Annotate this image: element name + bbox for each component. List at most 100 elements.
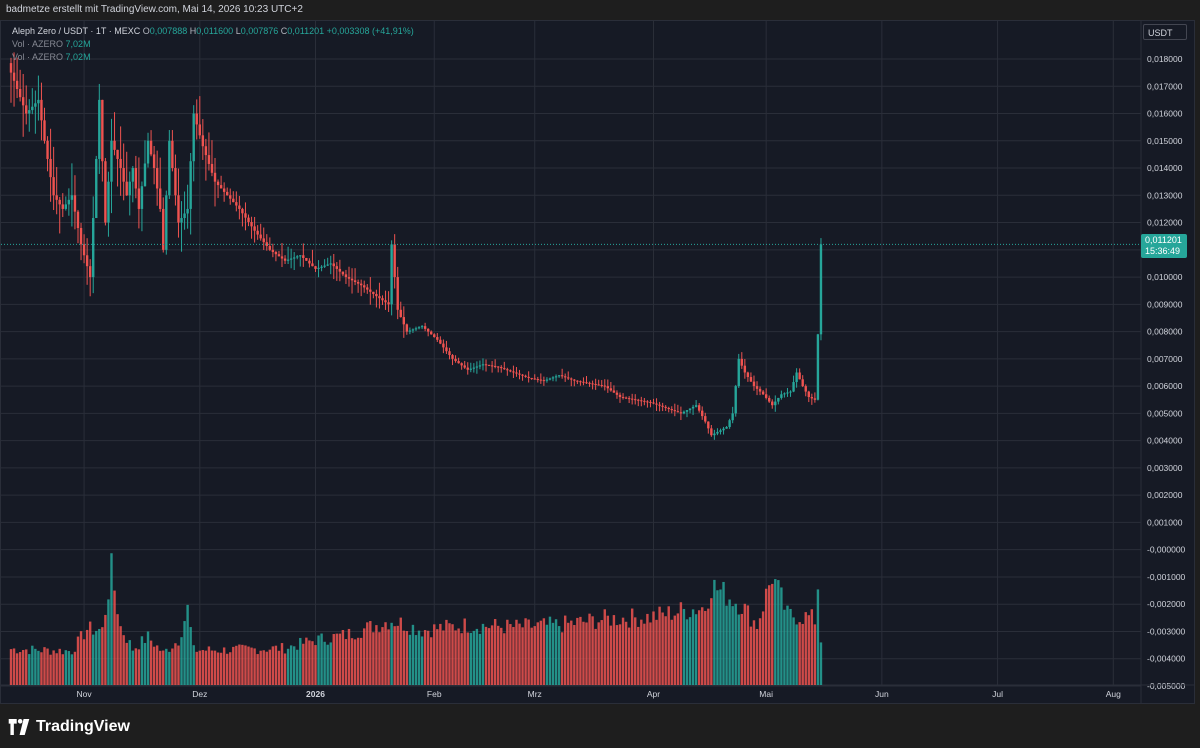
volume-bar <box>719 589 722 685</box>
volume-bar <box>356 637 360 685</box>
volume-bar <box>442 630 445 685</box>
candle-body <box>292 257 296 259</box>
volume-bar <box>570 620 573 685</box>
candle-body <box>21 97 25 106</box>
candle-body <box>652 402 655 404</box>
volume-bar <box>280 643 284 685</box>
volume-bar <box>539 620 543 685</box>
volume-bar <box>201 650 205 685</box>
volume-bar <box>764 588 768 685</box>
candle-body <box>603 385 606 387</box>
volume-bar <box>113 590 116 685</box>
candle-body <box>430 331 433 335</box>
candle-body <box>171 140 174 169</box>
volume-bar <box>740 613 743 685</box>
candle-body <box>265 242 268 247</box>
volume-bar <box>509 624 512 685</box>
y-tick-label: 0,018000 <box>1147 54 1183 64</box>
candle-body <box>637 399 640 401</box>
volume-bar <box>734 603 737 685</box>
candle-body <box>104 161 107 223</box>
volume-bar <box>274 645 278 685</box>
volume-bar <box>262 650 265 685</box>
candle-body <box>280 256 284 259</box>
candle-body <box>140 186 144 209</box>
volume-bar <box>591 616 594 685</box>
volume-bar <box>737 614 740 685</box>
legend-open: 0,007888 <box>149 26 188 36</box>
candle-body <box>332 263 335 267</box>
price-chart[interactable]: 0,018000 0,017000 0,016000 0,015000 0,014000… <box>1 21 1194 703</box>
volume-bar <box>670 619 673 685</box>
x-tick-label: Apr <box>647 689 660 699</box>
volume-bar <box>551 622 555 685</box>
candle-body <box>82 244 86 256</box>
candle-body <box>216 181 220 186</box>
volume-bar <box>70 654 74 685</box>
legend-volume-value: 7,02M <box>65 39 91 49</box>
volume-bar <box>18 652 22 685</box>
candle-body <box>95 158 98 219</box>
volume-bar <box>524 618 527 685</box>
candle-body <box>704 416 707 422</box>
candle-body <box>481 364 485 366</box>
volume-bar <box>134 648 138 685</box>
candle-body <box>615 392 619 395</box>
legend-volume-label[interactable]: Vol · AZERO <box>12 39 64 49</box>
volume-bar <box>478 633 482 685</box>
candle-body <box>472 367 476 369</box>
candle-body <box>445 347 448 352</box>
volume-bar <box>119 626 122 685</box>
candle-body <box>15 80 19 89</box>
candle-body <box>180 218 183 223</box>
volume-bar <box>384 622 387 685</box>
volume-bar <box>679 602 683 685</box>
candle-body <box>536 379 539 381</box>
volume-bar <box>67 651 71 685</box>
candle-body <box>734 386 737 414</box>
candle-body <box>682 411 686 414</box>
candle-body <box>134 168 138 189</box>
volume-bar <box>454 630 457 685</box>
y-tick-label: -0,003000 <box>1147 626 1186 636</box>
volume-bar <box>664 616 667 685</box>
volume-bar <box>216 652 220 685</box>
candle-body <box>283 258 287 261</box>
last-price-tag: 0,011201 15:36:49 <box>1141 234 1187 258</box>
y-tick-label: -0,005000 <box>1147 681 1186 691</box>
volume-bar <box>49 654 52 685</box>
currency-selector[interactable]: USDT <box>1143 24 1187 40</box>
volume-bar <box>530 627 533 685</box>
candle-body <box>661 405 664 407</box>
candle-body <box>259 234 262 239</box>
candle-body <box>250 222 253 227</box>
x-tick-label: Jun <box>875 689 889 699</box>
candle-body <box>527 376 530 378</box>
volume-bar <box>76 636 80 685</box>
volume-bar <box>548 616 552 685</box>
volume-bar <box>612 615 616 685</box>
volume-bar <box>542 618 546 685</box>
candle-body <box>311 263 314 267</box>
footer: TradingView <box>0 704 1200 748</box>
candle-body <box>225 191 229 196</box>
candle-body <box>88 266 92 278</box>
candle-body <box>758 388 762 392</box>
volume-bar <box>162 650 165 685</box>
volume-bar <box>311 641 314 685</box>
brand[interactable]: TradingView <box>8 718 130 736</box>
legend-symbol[interactable]: Aleph Zero / USDT · 1T · MEXC <box>12 26 141 36</box>
candle-body <box>707 421 710 429</box>
candle-body <box>576 380 579 382</box>
legend-volume-label[interactable]: Vol · AZERO <box>12 52 64 62</box>
volume-bar <box>801 623 804 685</box>
candle-body <box>381 298 384 301</box>
volume-bar <box>594 628 597 685</box>
chart-frame[interactable]: 0,018000 0,017000 0,016000 0,015000 0,014000… <box>0 20 1195 704</box>
volume-bar <box>433 624 436 685</box>
volume-bar <box>573 625 576 685</box>
volume-bar <box>219 652 223 685</box>
candle-body <box>503 368 506 370</box>
candle-body <box>594 383 597 385</box>
candle-body <box>506 369 509 371</box>
